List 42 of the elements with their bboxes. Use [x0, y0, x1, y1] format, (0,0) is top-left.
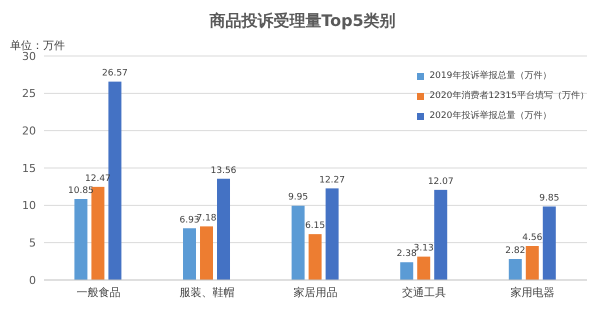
y-tick-label: 20	[22, 124, 36, 138]
bar	[434, 190, 448, 280]
bar	[400, 262, 414, 280]
data-label: 12.07	[428, 176, 454, 187]
legend-label: 2019年投诉举报总量（万件）	[429, 70, 552, 83]
bar	[417, 256, 430, 280]
y-tick-label: 10	[22, 199, 36, 212]
data-label: 6.15	[305, 221, 326, 232]
bar	[91, 186, 104, 280]
x-tick-label: 家居用品	[294, 286, 338, 299]
bar	[217, 178, 230, 280]
legend-label: 2020年投诉举报总量（万件）	[429, 110, 552, 123]
x-tick-label: 交通工具	[402, 286, 446, 299]
x-tick-label: 服装、鞋帽	[179, 286, 234, 299]
y-tick-label: 5	[29, 236, 36, 250]
bar	[326, 188, 339, 280]
x-tick-label: 一般食品	[76, 286, 120, 299]
bar	[292, 206, 305, 280]
bar	[200, 226, 214, 280]
legend-label: 2020年消费者12315平台填写（万件）	[429, 90, 589, 103]
bar	[542, 206, 556, 280]
data-label: 2.82	[505, 246, 526, 256]
data-label: 4.56	[522, 232, 543, 243]
y-tick-label: 30	[22, 50, 36, 63]
bar	[183, 228, 196, 280]
chart-title: 商品投诉受理量Top5类别	[208, 10, 397, 32]
bar	[526, 246, 539, 280]
bar	[508, 258, 522, 280]
y-tick-label: 15	[22, 162, 36, 175]
y-tick-label: 25	[22, 87, 36, 100]
bar	[108, 82, 122, 280]
x-tick-label: 家用电器	[510, 286, 555, 299]
bar	[74, 198, 88, 280]
data-label: 12.27	[319, 175, 345, 186]
data-label: 9.85	[539, 193, 560, 204]
data-label: 13.56	[210, 166, 237, 176]
data-label: 26.57	[102, 68, 128, 79]
y-axis-title: 单位：万件	[10, 38, 65, 52]
data-label: 2.38	[396, 249, 417, 260]
y-tick-label: 0	[29, 274, 36, 287]
bar	[308, 234, 322, 280]
data-label: 9.95	[288, 192, 308, 203]
